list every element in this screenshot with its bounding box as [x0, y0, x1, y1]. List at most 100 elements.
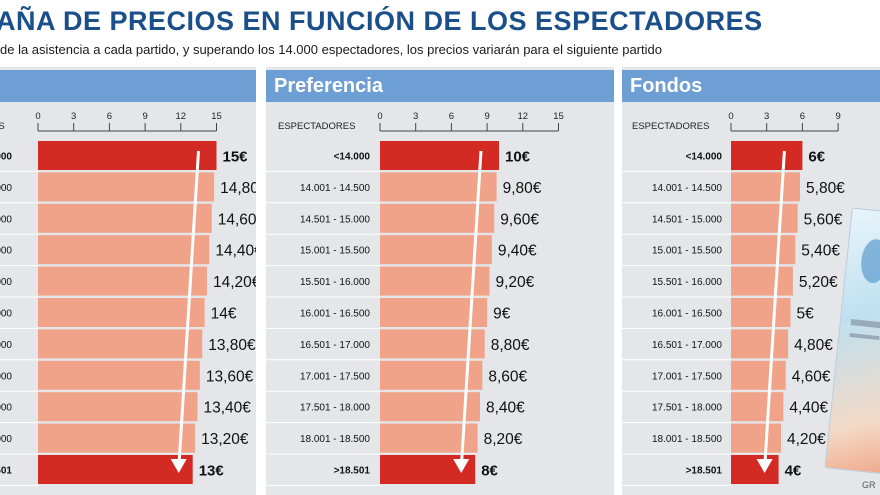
trend-arrowhead-general	[170, 459, 187, 473]
tick-label-fondos: 3	[764, 111, 769, 122]
value-label-fondos: 4€	[785, 463, 802, 480]
bar-fondos-5	[731, 298, 791, 327]
value-label-preferencia: 8,80€	[491, 337, 530, 354]
category-label-preferencia: 15.001 - 15.500	[300, 246, 370, 257]
value-label-fondos: 6€	[808, 149, 825, 166]
category-label-general: 000	[0, 371, 12, 382]
panel-header-general	[0, 70, 256, 102]
axis-label-general: ES	[0, 121, 5, 132]
category-label-preferencia: 14.501 - 15.000	[300, 214, 370, 225]
value-label-preferencia: 9,20€	[495, 274, 534, 291]
tick-label-fondos: 6	[800, 111, 805, 122]
category-label-general: 000	[0, 152, 12, 163]
value-label-preferencia: 8,40€	[486, 400, 525, 417]
category-label-fondos: >18.501	[686, 466, 723, 477]
category-label-preferencia: 17.001 - 17.500	[300, 371, 370, 382]
value-label-preferencia: 9,40€	[498, 243, 537, 260]
tick-label-preferencia: 12	[518, 111, 529, 122]
category-label-fondos: 17.501 - 18.000	[652, 403, 722, 414]
value-label-preferencia: 9€	[493, 306, 511, 323]
category-label-general: 000	[0, 214, 12, 225]
value-label-fondos: 5,60€	[804, 211, 843, 228]
category-label-fondos: <14.000	[686, 152, 723, 163]
value-label-fondos: 5,40€	[801, 243, 840, 260]
page-title: AÑA DE PRECIOS EN FUNCIÓN DE LOS ESPECTA…	[0, 6, 763, 36]
category-label-general: .501	[0, 466, 12, 477]
category-label-fondos: 14.001 - 14.500	[652, 183, 722, 194]
value-label-fondos: 4,20€	[787, 431, 826, 448]
bar-general-6	[38, 329, 203, 359]
category-label-preferencia: 18.001 - 18.500	[300, 434, 370, 445]
tick-label-fondos: 9	[835, 111, 840, 122]
value-label-fondos: 4,40€	[789, 400, 828, 417]
tick-label-general: 0	[35, 111, 40, 122]
category-label-preferencia: 15.501 - 16.000	[300, 277, 370, 288]
tick-label-preferencia: 0	[377, 111, 382, 122]
bar-fondos-2	[731, 203, 798, 233]
value-label-preferencia: 8€	[481, 463, 498, 480]
bar-general-5	[38, 298, 205, 327]
value-label-fondos: 4,80€	[794, 337, 833, 354]
category-label-fondos: 16.501 - 17.000	[652, 340, 722, 351]
axis-label-fondos: ESPECTADORES	[632, 121, 709, 132]
category-label-general: 000	[0, 246, 12, 257]
value-label-fondos: 5,20€	[799, 274, 838, 291]
value-label-fondos: 5€	[797, 306, 815, 323]
tick-label-preferencia: 15	[553, 111, 564, 122]
bar-general-10	[38, 455, 193, 484]
bar-general-0	[38, 141, 217, 170]
value-label-general: 13,20€	[201, 431, 249, 448]
trend-arrow-fondos	[763, 150, 786, 470]
tick-label-preferencia: 3	[413, 111, 418, 122]
trend-arrow-preferencia	[459, 150, 483, 470]
category-label-general: 000	[0, 309, 12, 320]
category-label-general: 000	[0, 434, 12, 445]
chart-preferencia: ESPECTADORES 0 3 6 9 12 15 <14.000 10€ 14.001 - 1…	[266, 111, 564, 486]
bar-general-8	[38, 392, 198, 422]
bar-general-1	[38, 172, 215, 202]
value-label-general: 13,80€	[208, 337, 256, 354]
chart-fondos: ESPECTADORES 0 3 6 9 <14.000 6€ 14.001 - 14.500…	[622, 111, 845, 486]
tick-label-general: 9	[142, 111, 147, 122]
panel-general: ES 0 3 6 9 12 15 000 15€ 000 14,80€ 000 14,60€ 000 14,…	[0, 67, 256, 495]
category-label-preferencia: 14.001 - 14.500	[300, 183, 370, 194]
value-label-general: 14,40€	[215, 243, 256, 260]
category-label-fondos: 14.501 - 15.000	[652, 214, 722, 225]
value-label-preferencia: 8,20€	[484, 431, 523, 448]
panel-header-fondos: Fondos	[622, 70, 880, 102]
value-label-general: 15€	[223, 149, 249, 166]
category-label-general: 000	[0, 183, 12, 194]
value-label-general: 14,80€	[220, 180, 256, 197]
value-label-preferencia: 8,60€	[488, 368, 527, 385]
category-label-fondos: 17.001 - 17.500	[652, 371, 722, 382]
panel-preferencia: Preferencia ESPECTADORES 0 3 6 9 12 15 <14.000 1…	[266, 67, 614, 495]
panel-fondos: Fondos ESPECTADORES 0 3 6 9 <14.000 6€ 14.001 -…	[622, 67, 880, 495]
value-label-fondos: 4,60€	[792, 368, 831, 385]
bar-fondos-6	[731, 329, 789, 359]
category-label-general: 000	[0, 403, 12, 414]
bar-general-3	[38, 235, 210, 265]
bar-fondos-1	[731, 172, 801, 202]
value-label-general: 13,60€	[206, 368, 254, 385]
value-label-general: 14,20€	[213, 274, 256, 291]
tick-label-fondos: 0	[728, 111, 733, 122]
category-label-preferencia: <14.000	[334, 152, 371, 163]
bar-general-4	[38, 266, 207, 296]
value-label-preferencia: 9,80€	[503, 180, 542, 197]
chart-general: ES 0 3 6 9 12 15 000 15€ 000 14,80€ 000 14,60€ 000 14,…	[0, 111, 256, 486]
value-label-general: 13€	[199, 463, 225, 480]
axis-label-preferencia: ESPECTADORES	[278, 121, 355, 132]
value-label-general: 14€	[211, 306, 237, 323]
trend-arrowhead-fondos	[756, 459, 773, 473]
bar-general-7	[38, 360, 200, 390]
bar-general-9	[38, 423, 196, 453]
category-label-preferencia: >18.501	[334, 466, 371, 477]
bar-fondos-8	[731, 392, 784, 422]
bar-fondos-4	[731, 266, 793, 296]
tick-label-general: 15	[211, 111, 222, 122]
category-label-general: 000	[0, 340, 12, 351]
bar-general-2	[38, 203, 212, 233]
value-label-general: 13,40€	[203, 400, 251, 417]
category-label-general: 000	[0, 277, 12, 288]
credit-text: GR	[862, 480, 876, 490]
